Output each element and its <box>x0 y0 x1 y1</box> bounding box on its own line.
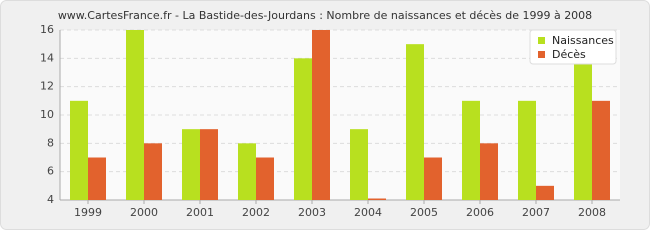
chart-title: www.CartesFrance.fr - La Bastide-des-Jou… <box>58 9 592 22</box>
legend-swatch <box>538 51 545 58</box>
x-tick-label: 1999 <box>74 206 102 219</box>
y-tick-label: 4 <box>47 193 54 206</box>
chart: www.CartesFrance.fr - La Bastide-des-Jou… <box>0 0 650 230</box>
bar <box>406 44 424 200</box>
x-tick-label: 2007 <box>522 206 550 219</box>
x-tick-label: 2004 <box>354 206 382 219</box>
bar <box>574 30 592 200</box>
bar <box>518 100 536 200</box>
x-tick-label: 2006 <box>466 206 494 219</box>
y-tick-label: 12 <box>40 80 54 93</box>
y-tick-label: 16 <box>40 23 54 36</box>
legend-swatch <box>538 37 545 44</box>
bar <box>200 129 218 200</box>
y-tick-label: 8 <box>47 136 54 149</box>
bar <box>238 143 256 200</box>
bar <box>536 185 554 200</box>
legend-label: Décès <box>552 48 586 61</box>
x-tick-label: 2008 <box>578 206 606 219</box>
y-tick-label: 6 <box>47 165 54 178</box>
bar <box>592 100 610 200</box>
bar <box>144 143 162 200</box>
bar <box>424 157 442 200</box>
x-tick-label: 2005 <box>410 206 438 219</box>
bar <box>312 30 330 200</box>
bar <box>368 198 386 200</box>
bar <box>294 58 312 201</box>
bar <box>182 129 200 200</box>
bar <box>256 157 274 200</box>
bar <box>88 157 106 200</box>
y-tick-label: 14 <box>40 51 54 64</box>
legend-box <box>529 29 617 65</box>
bar <box>350 129 368 200</box>
x-tick-label: 2002 <box>242 206 270 219</box>
x-tick-label: 2001 <box>186 206 214 219</box>
y-tick-label: 10 <box>40 108 54 121</box>
bar <box>70 100 88 200</box>
x-tick-label: 2003 <box>298 206 326 219</box>
legend-label: Naissances <box>552 34 614 47</box>
bar <box>462 100 480 200</box>
x-tick-label: 2000 <box>130 206 158 219</box>
bar <box>126 30 144 200</box>
bar <box>480 143 498 200</box>
